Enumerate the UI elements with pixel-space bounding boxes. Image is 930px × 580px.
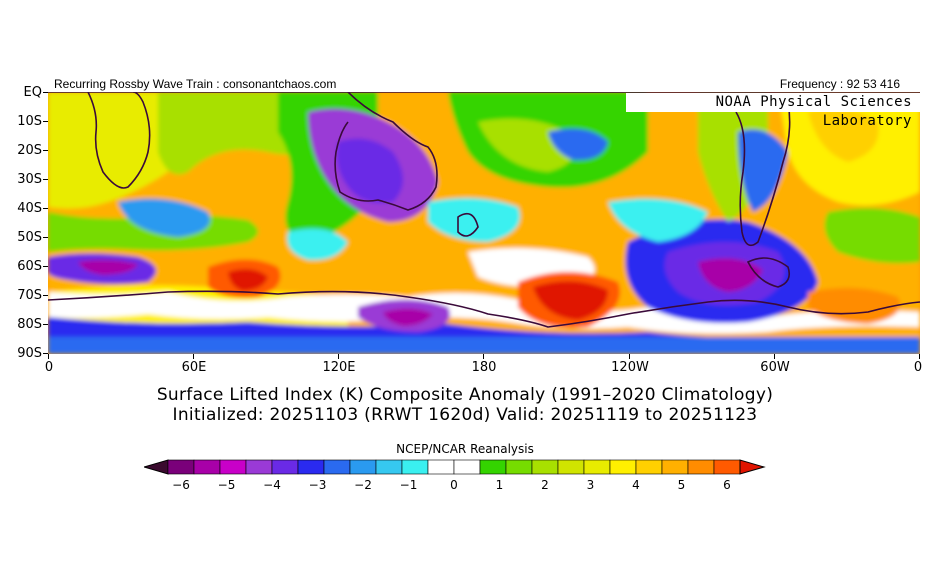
colorbar-label: 0 [450,478,458,492]
colorbar-label: 4 [632,478,640,492]
y-tick [43,324,48,325]
colorbar-label: −1 [399,478,418,492]
colorbar-swatch [687,459,715,475]
x-tick [338,354,339,359]
colorbar-swatch [323,459,351,475]
colorbar-label: −2 [354,478,372,492]
colorbar-label: 5 [677,478,686,492]
colorbar-label: −6 [172,478,190,492]
colorbar-title: NCEP/NCAR Reanalysis [396,442,534,456]
y-label-50s: 50S [17,230,42,245]
colorbar-swatch [297,459,325,475]
header-right-text: Frequency : 92 53 416 [779,77,900,91]
y-label-80s: 80S [17,317,42,332]
colorbar-swatch [661,459,689,475]
x-label-0: 0 [44,360,54,375]
colorbar-label: −3 [308,478,327,492]
x-label-60w: 60W [760,360,790,375]
y-tick [43,179,48,180]
y-label-40s: 40S [17,201,42,216]
colorbar-swatch [453,459,481,475]
x-tick [48,354,49,359]
colorbar-swatch [635,459,663,475]
noaa-lab-label: NOAA Physical Sciences Laboratory [626,93,920,129]
map-title-line1: Surface Lifted Index (K) Composite Anoma… [156,385,774,405]
y-label-30s: 30S [17,172,42,187]
colorbar-min-arrow [144,459,169,475]
x-tick [193,354,194,359]
colorbar-swatch [167,459,195,475]
colorbar-label: −5 [217,478,236,492]
colorbar-swatch [609,459,637,475]
y-label-10s: 10S [17,114,42,129]
colorbar-swatch [505,459,533,475]
colorbar-swatch [219,459,247,475]
y-label-90s: 90S [17,346,42,361]
x-tick [919,354,920,359]
x-tick [483,354,484,359]
anomaly-map: NOAA Physical Sciences Laboratory [48,92,920,354]
x-label-60e: 60E [181,360,207,375]
colorbar-swatch [713,459,741,475]
map-title-line2: Initialized: 20251103 (RRWT 1620d) Valid… [172,405,758,425]
y-label-70s: 70S [17,288,42,303]
y-tick [43,92,48,93]
colorbar-label: 1 [495,478,504,492]
y-tick [43,353,48,354]
colorbar-swatch [375,459,403,475]
y-tick [43,237,48,238]
x-label-120w: 120W [611,360,649,375]
y-tick [43,121,48,122]
colorbar-label: 3 [586,478,595,492]
y-tick [43,150,48,151]
colorbar-label: −4 [263,478,281,492]
y-tick [43,208,48,209]
colorbar [144,459,766,475]
colorbar-swatch [349,459,377,475]
colorbar-swatch [193,459,221,475]
x-label-120e: 120E [322,360,356,375]
x-tick [774,354,775,359]
colorbar-swatch [557,459,585,475]
x-label-0-east: 0 [913,360,923,375]
x-label-180: 180 [471,360,497,375]
colorbar-label: 6 [723,478,731,492]
colorbar-swatch [583,459,611,475]
colorbar-label: 2 [541,478,549,492]
colorbar-swatch [427,459,455,475]
colorbar-swatch [479,459,507,475]
y-label-60s: 60S [17,259,42,274]
y-label-20s: 20S [17,143,42,158]
map-field [48,92,920,354]
colorbar-swatch [245,459,273,475]
y-tick [43,295,48,296]
colorbar-swatch [531,459,559,475]
y-tick [43,266,48,267]
header-left-text: Recurring Rossby Wave Train : consonantc… [54,77,337,91]
colorbar-swatch [401,459,429,475]
colorbar-max-arrow [739,459,766,475]
colorbar-swatch [271,459,299,475]
x-tick [629,354,630,359]
y-label-eq: EQ [23,85,42,100]
